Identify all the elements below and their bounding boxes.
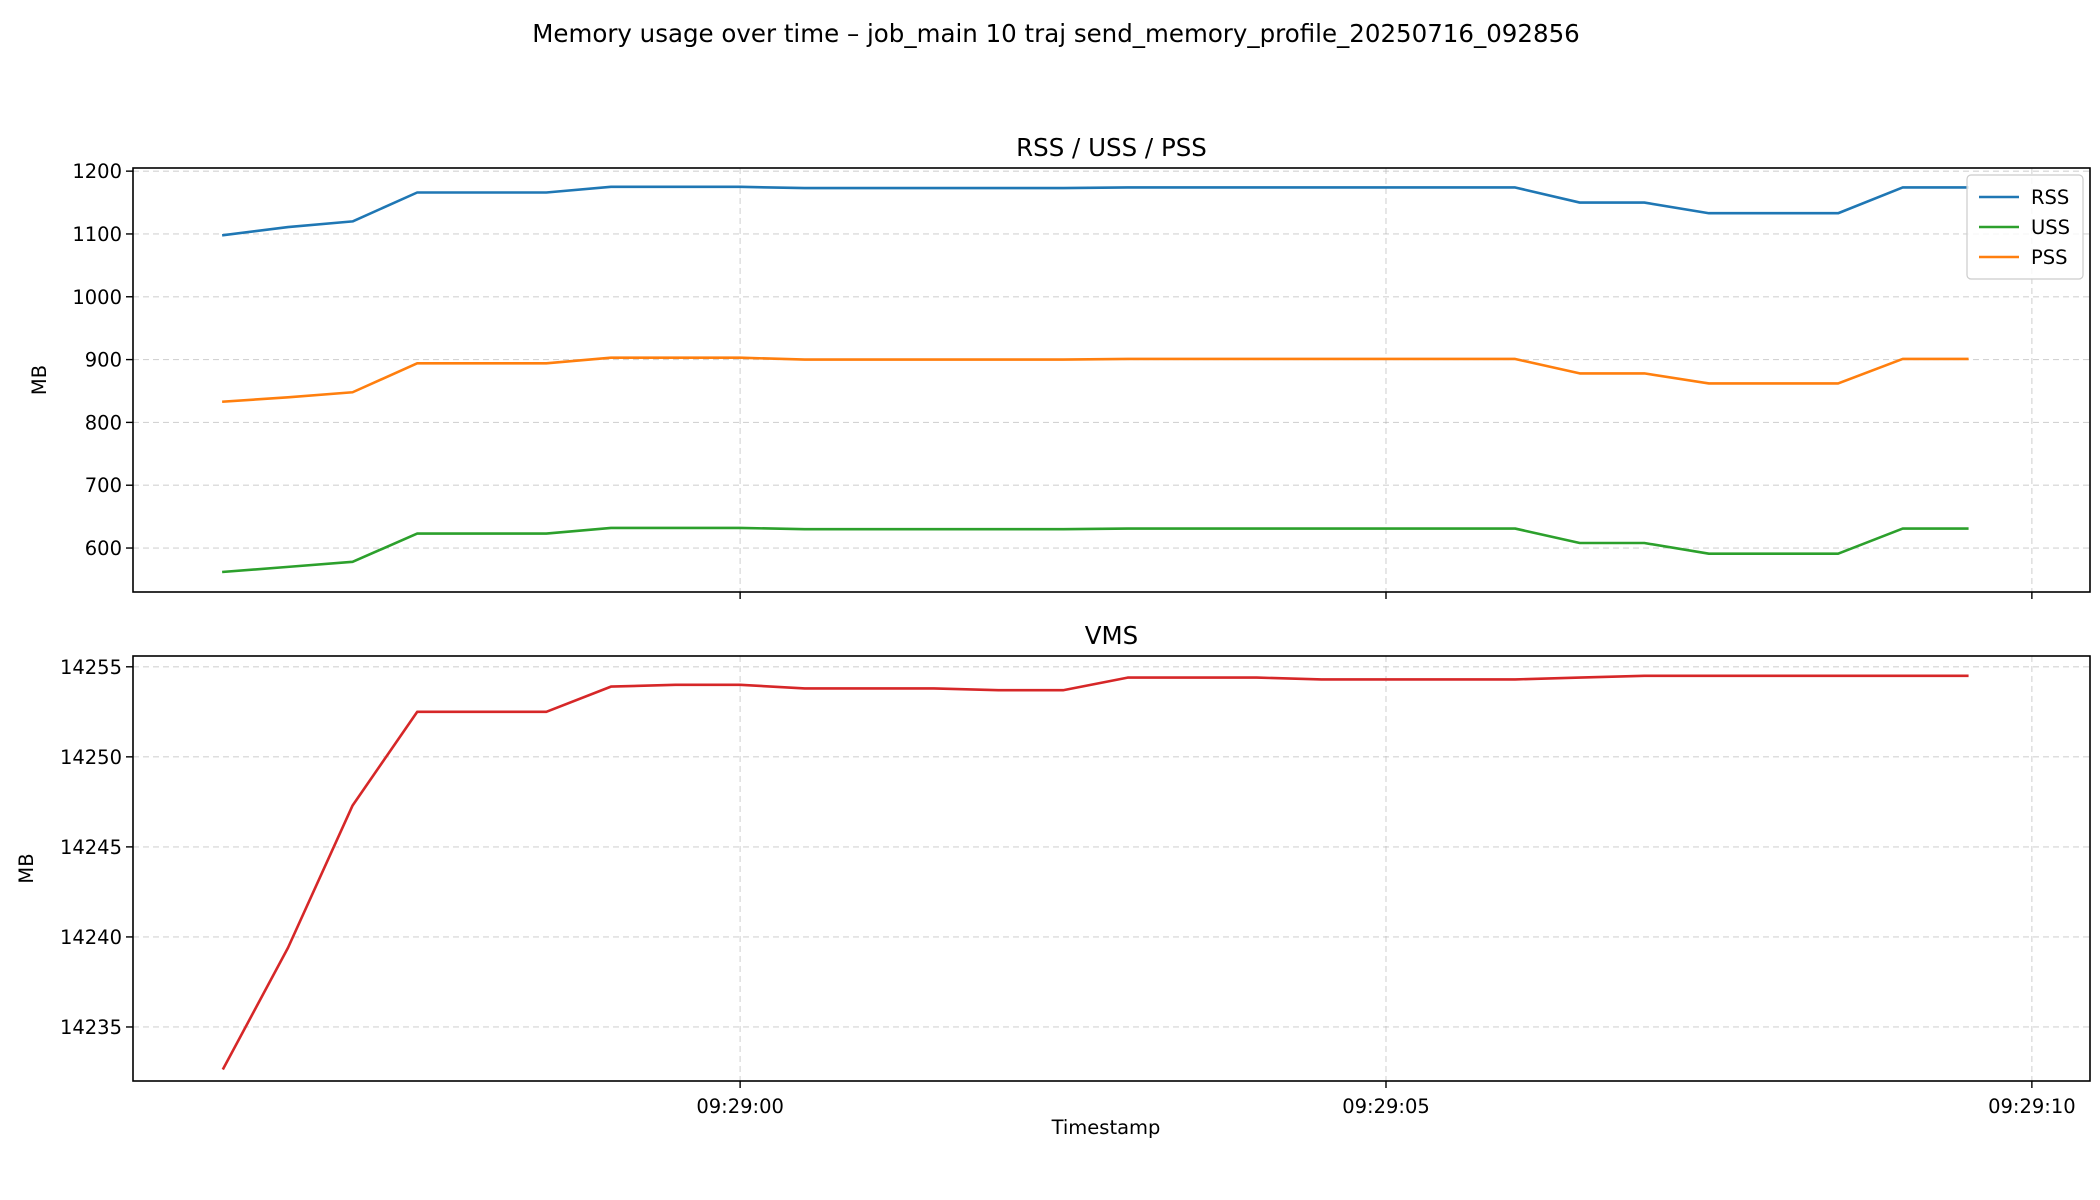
rss-uss-pss-panel: 600 700 800 900 1000 1100 1200 RSS / USS / PSS M…	[28, 133, 2091, 599]
x-tick-label: 09:29:00	[696, 1095, 784, 1118]
y-tick-label: 1000	[72, 286, 122, 309]
series-line-vms	[221, 674, 1969, 1071]
y-tick-label: 700	[85, 474, 122, 497]
y-tick-label: 14255	[60, 656, 122, 679]
vms-panel: 14235 14240 14245 14250 14255 09:29:00 09:29:0…	[15, 621, 2091, 1118]
y-tick-label: 800	[85, 411, 122, 434]
y-tick-label: 14250	[60, 746, 122, 769]
y-tick-label: 900	[85, 349, 122, 372]
y-tick-label: 1100	[72, 223, 122, 246]
y-tick-label: 14235	[60, 1016, 122, 1039]
series-line-rss	[221, 185, 1969, 237]
legend-box	[1966, 174, 2084, 280]
legend-label-rss: RSS	[2031, 186, 2069, 209]
legend: RSS USS PSS	[1966, 174, 2084, 280]
y-tick-label: 14240	[60, 926, 122, 949]
y-tick-label: 14245	[60, 836, 122, 859]
figure-xlabel: Timestamp	[1051, 1116, 1161, 1139]
figure-suptitle: Memory usage over time – job_main 10 tra…	[532, 19, 1580, 48]
y-axis-label: MB	[28, 365, 51, 395]
y-tick-label: 600	[85, 537, 122, 560]
axes-frame	[132, 655, 2091, 1082]
panel-title: RSS / USS / PSS	[1016, 133, 1207, 162]
x-tick-label: 09:29:10	[1988, 1095, 2076, 1118]
series-line-uss	[222, 526, 1969, 574]
y-axis-label: MB	[15, 853, 38, 883]
y-tick-label: 1200	[72, 160, 122, 183]
legend-label-uss: USS	[2031, 216, 2070, 239]
legend-label-pss: PSS	[2031, 246, 2068, 269]
panel-title: VMS	[1085, 621, 1138, 650]
axes-frame	[132, 167, 2091, 593]
x-tick-label: 09:29:05	[1342, 1095, 1430, 1118]
series-line-pss	[222, 356, 1969, 404]
